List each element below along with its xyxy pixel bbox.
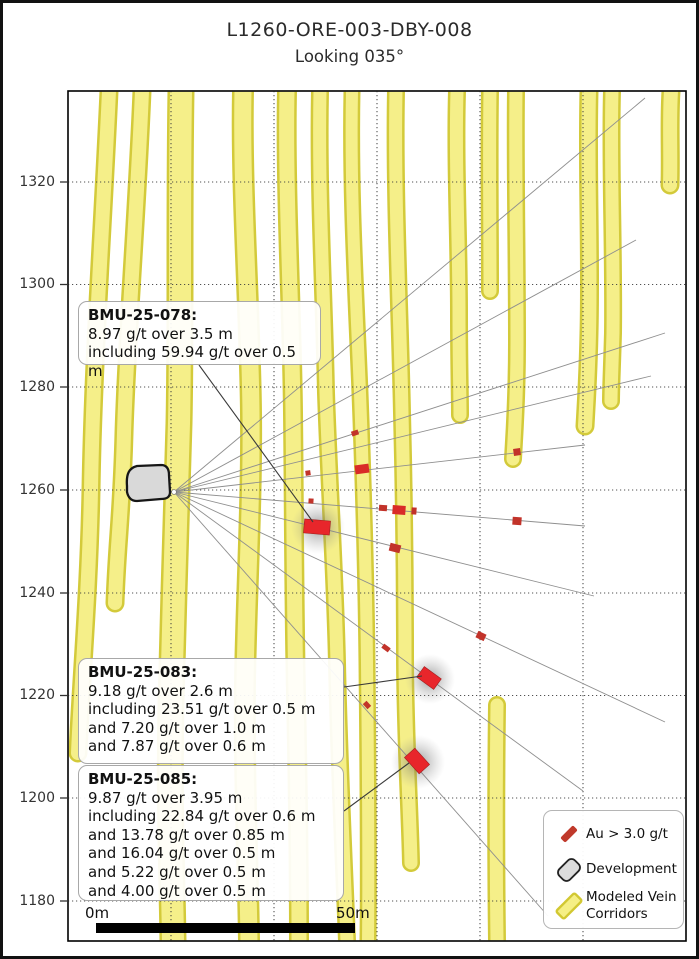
drillhole-trace	[173, 491, 549, 917]
assay-line: and 7.87 g/t over 0.6 m	[88, 737, 266, 756]
y-axis-label: 1220	[19, 687, 55, 703]
y-axis-label: 1300	[19, 276, 55, 292]
annotation-box-bmu-25-083: BMU-25-083: 9.18 g/t over 2.6 m includin…	[78, 658, 344, 764]
y-axis-label: 1260	[19, 482, 55, 498]
gold-intercept-marker	[354, 463, 370, 475]
development-icon	[557, 857, 581, 882]
drillhole-trace	[173, 97, 646, 493]
vein-corridor	[670, 91, 671, 185]
drillhole-id: BMU-25-085:	[88, 770, 198, 788]
legend-label: Modeled Vein Corridors	[586, 889, 677, 922]
gold-intercept-marker-major	[303, 518, 331, 536]
assay-line: 9.18 g/t over 2.6 m	[88, 681, 233, 700]
vein-corridor-icon	[555, 892, 583, 919]
legend-item-vein-corridors: Modeled Vein Corridors	[552, 889, 677, 922]
assay-line: including 59.94 g/t over 0.5 m	[88, 343, 297, 380]
assay-line: and 5.22 g/t over 0.5 m	[88, 862, 266, 881]
drillhole-trace	[173, 332, 666, 493]
drillhole-trace	[173, 491, 595, 597]
assay-line: including 23.51 g/t over 0.5 m	[88, 700, 316, 719]
vein-corridor	[585, 91, 590, 426]
gold-intercept-markers	[303, 429, 522, 775]
assay-line: and 16.04 g/t over 0.5 m	[88, 844, 276, 863]
legend: Au > 3.0 g/t Development Modeled Vein Co…	[543, 810, 684, 929]
drillhole-trace	[173, 239, 637, 493]
gold-intercept-marker	[305, 470, 311, 476]
y-axis-ticks	[60, 181, 68, 902]
gold-intercept-marker	[308, 498, 314, 504]
plot-frame	[67, 90, 687, 942]
legend-label: Au > 3.0 g/t	[586, 825, 668, 842]
y-axis-label: 1280	[19, 379, 55, 395]
gold-intercept-marker	[388, 542, 402, 554]
y-axis-label: 1180	[19, 893, 55, 909]
figure-subtitle: Looking 035°	[294, 47, 405, 66]
y-axis-label: 1240	[19, 585, 55, 601]
drillhole-trace	[173, 375, 652, 493]
gold-intercept-marker	[513, 448, 521, 456]
annotation-box-bmu-25-078: BMU-25-078: 8.97 g/t over 3.5 m includin…	[78, 301, 321, 380]
gold-intercept-marker	[381, 643, 391, 653]
gold-intercept-marker-major	[404, 747, 430, 775]
drillhole-collar	[171, 489, 177, 495]
legend-item-au: Au > 3.0 g/t	[552, 818, 677, 850]
y-axis-label: 1200	[19, 790, 55, 806]
assay-line: and 4.00 g/t over 0.5 m	[88, 881, 266, 900]
gold-intercept-marker	[475, 630, 487, 642]
drillhole-trace	[173, 491, 666, 723]
gold-intercept-marker-major	[416, 666, 442, 690]
au-intercept-icon	[560, 825, 578, 843]
legend-label: Development	[586, 861, 677, 878]
gold-intercept-marker	[378, 504, 388, 512]
vein-corridor	[496, 705, 497, 941]
vein-corridor	[513, 91, 517, 459]
drillhole-id: BMU-25-078:	[88, 306, 198, 324]
scalebar-start-label: 0m	[85, 904, 110, 922]
drillhole-trace	[173, 491, 584, 792]
annotation-leaders	[198, 364, 423, 812]
legend-item-development: Development	[552, 854, 677, 886]
gold-intercept-marker	[392, 505, 406, 515]
drillhole-id: BMU-25-083:	[88, 663, 198, 681]
assay-line: 9.87 g/t over 3.95 m	[88, 788, 243, 807]
assay-line: including 22.84 g/t over 0.6 m	[88, 807, 316, 826]
gold-intercept-marker	[512, 516, 522, 526]
gold-intercept-marker	[362, 700, 372, 710]
gold-intercept-marker	[411, 507, 417, 515]
assay-line: 8.97 g/t over 3.5 m	[88, 324, 233, 343]
figure-title: L1260-ORE-003-DBY-008	[226, 19, 473, 41]
development-polygon	[125, 463, 172, 503]
assay-line: and 7.20 g/t over 1.0 m	[88, 718, 266, 737]
gold-intercept-marker	[350, 429, 360, 437]
vein-corridor	[611, 91, 613, 401]
y-axis-label: 1320	[19, 174, 55, 190]
scalebar-end-label: 50m	[336, 904, 370, 922]
assay-line: and 13.78 g/t over 0.85 m	[88, 825, 285, 844]
annotation-box-bmu-25-085: BMU-25-085: 9.87 g/t over 3.95 m includi…	[78, 765, 344, 901]
scalebar	[96, 923, 355, 933]
